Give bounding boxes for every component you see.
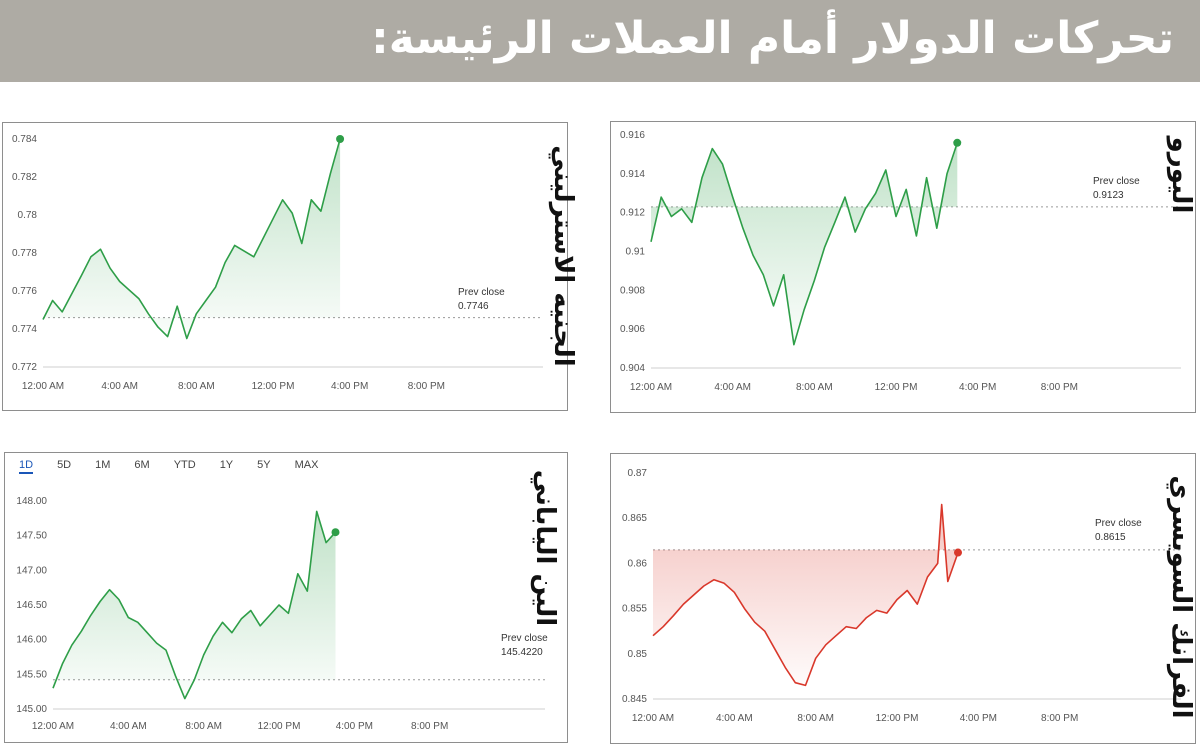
y-tick-label: 0.904 (620, 363, 645, 374)
x-tick-label: 8:00 AM (796, 382, 833, 393)
page-title: تحركات الدولار أمام العملات الرئيسة: (371, 13, 1174, 64)
y-tick-label: 0.914 (620, 169, 645, 180)
y-tick-label: 148.00 (16, 496, 47, 507)
y-tick-label: 0.86 (628, 558, 648, 569)
panel-label-gbp: الجنيه الاسترليني (548, 145, 578, 367)
y-tick-label: 0.845 (622, 694, 647, 705)
y-tick-label: 145.50 (16, 669, 47, 680)
y-tick-label: 146.50 (16, 600, 47, 611)
x-tick-label: 4:00 PM (960, 713, 997, 724)
y-tick-label: 147.00 (16, 565, 47, 576)
x-tick-label: 4:00 AM (714, 382, 751, 393)
panel-label-chf: الفرانك السويسري (1166, 475, 1196, 719)
last-point-marker (954, 548, 962, 557)
chart-panel-gbp: 0.772 0.774 0.776 0.778 0.78 0.782 0.784 12:00 … (2, 122, 578, 411)
x-tick-label: 12:00 PM (876, 713, 919, 724)
x-tick-label: 4:00 AM (110, 721, 147, 732)
series-line (52, 510, 337, 700)
prev-close-label: Prev close (501, 633, 548, 644)
y-tick-label: 0.908 (620, 285, 645, 296)
jpy-chart: 145.00 145.50 146.00 146.50 147.00 147.50 148.… (16, 496, 548, 732)
y-tick-label: 0.778 (12, 248, 37, 259)
y-tick-label: 0.855 (622, 604, 647, 615)
x-tick-label: 8:00 PM (411, 721, 448, 732)
y-tick-label: 0.772 (12, 362, 37, 373)
x-tick-label: 4:00 PM (336, 721, 373, 732)
y-tick-label: 0.784 (12, 134, 37, 145)
series-line (42, 138, 341, 340)
range-tab-1m[interactable]: 1M (95, 459, 111, 471)
y-tick-label: 0.912 (620, 208, 645, 219)
y-tick-label: 0.782 (12, 172, 37, 183)
x-tick-label: 12:00 PM (252, 381, 295, 392)
panel-label-eur: اليورو (1166, 136, 1196, 214)
series-area (43, 139, 341, 339)
y-tick-label: 0.91 (626, 247, 646, 258)
y-tick-label: 0.78 (18, 210, 38, 221)
x-tick-label: 8:00 PM (408, 381, 445, 392)
x-tick-label: 8:00 AM (185, 721, 222, 732)
series-line (650, 142, 959, 346)
x-tick-label: 4:00 AM (101, 381, 138, 392)
gbp-chart: 0.772 0.774 0.776 0.778 0.78 0.782 0.784 12:00 … (12, 134, 543, 392)
series-line (652, 503, 959, 687)
x-tick-label: 8:00 PM (1041, 713, 1078, 724)
eur-chart: 0.904 0.906 0.908 0.91 0.912 0.914 0.916 12:00 … (620, 130, 1181, 393)
prev-close-value: 0.9123 (1093, 190, 1124, 201)
series-area (651, 142, 958, 345)
prev-close-value: 0.7746 (458, 301, 489, 312)
last-point-marker (331, 528, 340, 537)
series-area (53, 511, 336, 699)
x-tick-label: 8:00 PM (1041, 382, 1078, 393)
prev-close-value: 145.4220 (501, 647, 543, 658)
y-tick-label: 0.776 (12, 286, 37, 297)
prev-close-label: Prev close (1093, 176, 1140, 187)
x-tick-label: 12:00 AM (32, 721, 74, 732)
chart-panel-eur: 0.904 0.906 0.908 0.91 0.912 0.914 0.916 12:00 … (610, 121, 1196, 413)
panel-label-jpy: الين الياباني (530, 469, 560, 627)
x-tick-label: 4:00 PM (331, 381, 368, 392)
x-tick-label: 12:00 AM (630, 382, 672, 393)
x-tick-label: 8:00 AM (797, 713, 834, 724)
last-point-marker (336, 135, 345, 143)
y-tick-label: 0.87 (628, 468, 648, 479)
prev-close-label: Prev close (1095, 518, 1142, 529)
chf-chart: 0.845 0.85 0.855 0.86 0.865 0.87 12:00 AM 4:00 … (622, 468, 1181, 724)
last-point-marker (953, 138, 962, 147)
range-tab-5d[interactable]: 5D (57, 459, 72, 471)
chart-panel-jpy: 145.00 145.50 146.00 146.50 147.00 147.50 148.… (4, 452, 568, 743)
y-tick-label: 0.916 (620, 130, 645, 141)
y-tick-label: 0.906 (620, 324, 645, 335)
range-tab-6m[interactable]: 6M (134, 459, 150, 471)
y-tick-label: 146.00 (16, 635, 47, 646)
x-tick-label: 8:00 AM (178, 381, 215, 392)
range-tab-ytd[interactable]: YTD (173, 459, 196, 471)
prev-close-label: Prev close (458, 287, 505, 298)
x-tick-label: 4:00 AM (716, 713, 753, 724)
header-banner: تحركات الدولار أمام العملات الرئيسة: (0, 0, 1200, 82)
x-tick-label: 12:00 PM (258, 721, 301, 732)
series-area (653, 504, 958, 686)
x-tick-label: 12:00 AM (22, 381, 64, 392)
range-tab-1d[interactable]: 1D (19, 459, 34, 474)
range-tab-max[interactable]: MAX (294, 459, 319, 471)
x-tick-label: 12:00 AM (632, 713, 674, 724)
range-tab-5y[interactable]: 5Y (257, 459, 271, 471)
y-tick-label: 147.50 (16, 531, 47, 542)
x-tick-label: 12:00 PM (875, 382, 918, 393)
range-selector: 1D 5D 1M 6M YTD 1Y 5Y MAX (19, 459, 342, 474)
chart-panel-chf: 0.845 0.85 0.855 0.86 0.865 0.87 12:00 AM 4:00 … (610, 453, 1196, 744)
x-tick-label: 4:00 PM (959, 382, 996, 393)
range-tab-1y[interactable]: 1Y (219, 459, 234, 471)
y-tick-label: 145.00 (16, 704, 47, 715)
y-tick-label: 0.85 (628, 649, 648, 660)
y-tick-label: 0.865 (622, 513, 647, 524)
y-tick-label: 0.774 (12, 324, 37, 335)
prev-close-value: 0.8615 (1095, 532, 1126, 543)
